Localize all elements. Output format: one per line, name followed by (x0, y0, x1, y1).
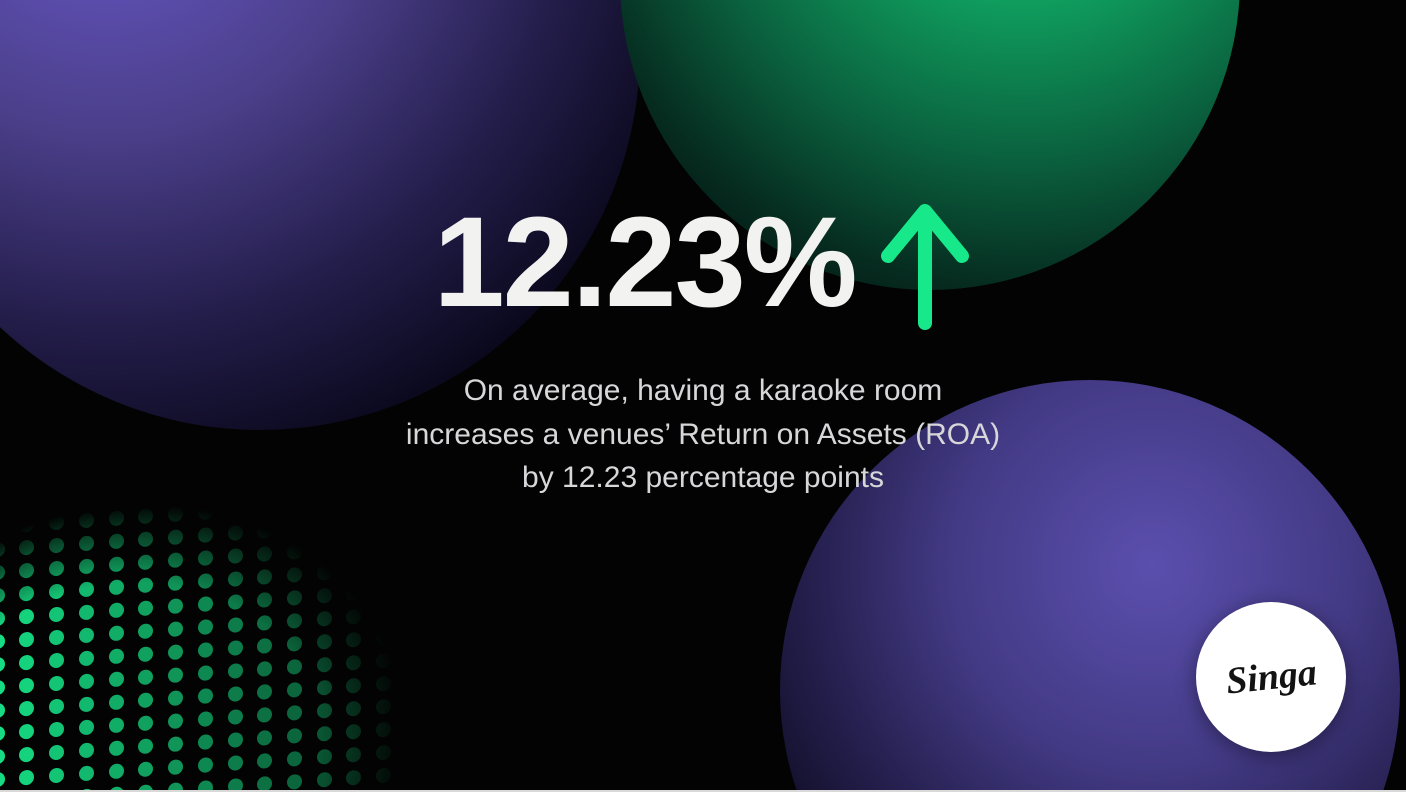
up-arrow-icon (878, 201, 973, 331)
brand-logo-text: Singa (1224, 650, 1319, 703)
brand-logo[interactable]: Singa (1196, 602, 1346, 752)
promo-slide: 12.23% On average, having a karaoke room… (0, 0, 1406, 792)
subtitle-text: On average, having a karaoke room increa… (406, 369, 1000, 500)
main-content: 12.23% On average, having a karaoke room… (0, 0, 1406, 790)
stat-value: 12.23% (433, 199, 855, 327)
stat-row: 12.23% (433, 195, 972, 331)
